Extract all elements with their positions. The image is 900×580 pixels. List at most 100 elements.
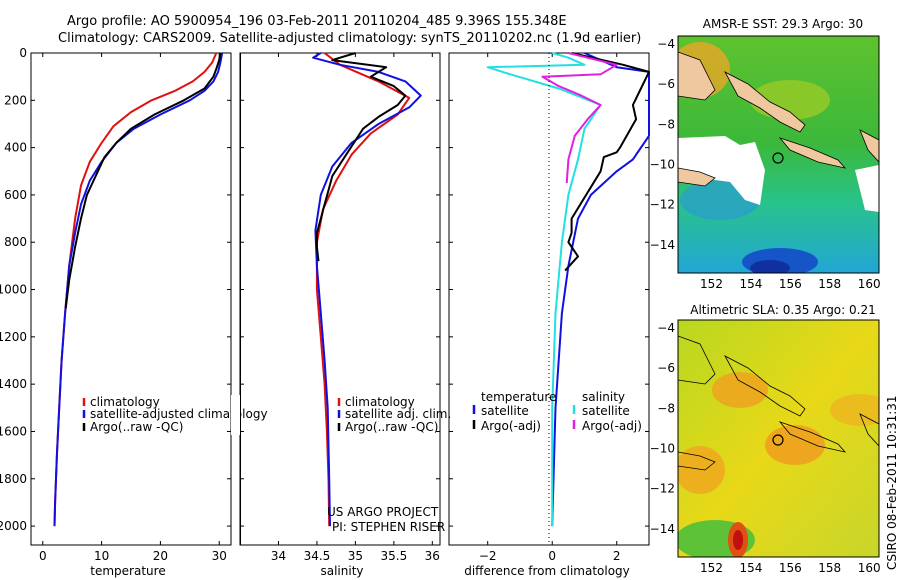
- legend-clip-mask: [231, 395, 241, 435]
- figure-title-line1: Argo profile: AO 5900954_196 03-Feb-2011…: [67, 14, 567, 29]
- temperature-xlabel: temperature: [90, 564, 165, 578]
- salinity-xlabel: salinity: [320, 564, 363, 578]
- sst-map-frame: [677, 35, 880, 274]
- temperature-legend: climatology satellite-adjusted climatolo…: [82, 395, 268, 434]
- y-tick-label: 1200: [0, 330, 27, 344]
- land-png-tip-outline: [678, 451, 716, 471]
- land-guadalcanal: [778, 137, 847, 169]
- map-y-tick-label: −12: [650, 198, 675, 212]
- series-line-salinity-satellite: [486, 52, 602, 527]
- map-y-tick-label: −6: [657, 77, 675, 91]
- sst-missing-data: [678, 136, 765, 205]
- land-new-guinea-outline: [678, 335, 716, 385]
- map-x-tick-label: 156: [779, 277, 802, 291]
- y-tick-label: 1400: [0, 377, 27, 391]
- map-y-tick-label: −6: [657, 361, 675, 375]
- land-bougainville: [724, 71, 806, 133]
- land-guadalcanal-outline: [778, 421, 847, 453]
- difference-xlabel: difference from climatology: [464, 564, 630, 578]
- y-tick-label: 1800: [0, 472, 27, 486]
- land-makira: [859, 129, 879, 163]
- y-tick-label: 0: [19, 46, 27, 60]
- sla-map-title: Altimetric SLA: 0.35 Argo: 0.21: [690, 303, 875, 317]
- argo-location-marker: [772, 434, 784, 446]
- map-y-tick-label: −8: [657, 117, 675, 131]
- map-y-tick-label: −10: [650, 442, 675, 456]
- sla-map-frame: [677, 319, 880, 558]
- map-y-tick-label: −14: [650, 522, 675, 536]
- sla-map-field: [678, 320, 879, 557]
- difference-axes: [448, 52, 650, 546]
- x-tick-label: 35: [348, 549, 363, 563]
- map-x-tick-label: 152: [700, 561, 723, 575]
- legend-label: climatology: [90, 395, 160, 409]
- map-x-tick-label: 160: [858, 277, 881, 291]
- temperature-axes: [30, 52, 232, 546]
- land-makira-outline: [859, 413, 879, 447]
- figure-title-line2: Climatology: CARS2009. Satellite-adjuste…: [58, 31, 641, 46]
- x-tick-label: 2: [613, 549, 621, 563]
- legend-label: satellite-adjusted climatology: [90, 407, 268, 421]
- series-line-satellite: [53, 52, 224, 527]
- difference-legend: temperature satellite Argo(-adj) salinit…: [472, 390, 642, 433]
- sst-cool-patch: [750, 260, 790, 273]
- map-y-tick-label: −8: [657, 401, 675, 415]
- sla-high-patch: [733, 530, 743, 550]
- map-x-tick-label: 154: [739, 277, 762, 291]
- map-x-tick-label: 152: [700, 277, 723, 291]
- legend-label: Argo(-adj): [582, 419, 642, 433]
- y-tick-label: 800: [4, 235, 27, 249]
- land-png-tip: [678, 167, 716, 187]
- series-line-temperature-satellite: [551, 52, 650, 527]
- credit-pi: PI: STEPHEN RISER: [332, 520, 445, 534]
- y-tick-label: 600: [4, 188, 27, 202]
- map-y-tick-label: −4: [657, 37, 675, 51]
- legend-label: satellite adj. clim.: [345, 407, 451, 421]
- csiro-stamp: CSIRO 08-Feb-2011 10:31:31: [885, 395, 899, 570]
- sst-map-field: [678, 36, 879, 273]
- land-new-guinea: [678, 51, 716, 101]
- salinity-axes: [239, 52, 441, 546]
- land-bougainville-outline: [724, 355, 806, 417]
- sst-missing-data: [855, 165, 879, 212]
- sla-high-patch: [712, 372, 768, 408]
- x-tick-label: 0: [39, 549, 47, 563]
- x-tick-label: 30: [212, 549, 227, 563]
- legend-label: Argo(..raw -QC): [345, 420, 438, 434]
- y-tick-label: 2000: [0, 519, 27, 533]
- x-tick-label: 10: [94, 549, 109, 563]
- legend-heading-temperature: temperature: [481, 390, 556, 404]
- map-x-tick-label: 156: [779, 561, 802, 575]
- sst-map-title: AMSR-E SST: 29.3 Argo: 30: [703, 17, 863, 31]
- legend-label: climatology: [345, 395, 415, 409]
- y-tick-label: 400: [4, 141, 27, 155]
- legend-label: Argo(-adj): [481, 419, 541, 433]
- legend-label: satellite: [582, 404, 630, 418]
- series-line-argo: [315, 52, 407, 262]
- salinity-axes-left-edge: [240, 53, 241, 545]
- y-tick-label: 1000: [0, 283, 27, 297]
- x-tick-label: 20: [153, 549, 168, 563]
- x-tick-label: 34: [271, 549, 286, 563]
- map-x-tick-label: 154: [739, 561, 762, 575]
- x-tick-label: 35.5: [380, 549, 407, 563]
- x-tick-label: 0: [548, 549, 556, 563]
- legend-label: satellite: [481, 404, 529, 418]
- argo-location-marker: [772, 152, 784, 164]
- sla-high-patch: [678, 446, 725, 494]
- series-line-climatology: [53, 52, 218, 527]
- map-x-tick-label: 158: [818, 561, 841, 575]
- map-x-tick-label: 158: [818, 277, 841, 291]
- map-y-tick-label: −4: [657, 321, 675, 335]
- series-line-salinity-argo-adj-: [541, 52, 618, 184]
- series-line-temperature-argo-adj-: [564, 52, 650, 272]
- map-y-tick-label: −14: [650, 238, 675, 252]
- legend-heading-salinity: salinity: [582, 390, 625, 404]
- y-tick-label: 200: [4, 93, 27, 107]
- series-line-argo: [64, 52, 222, 309]
- series-line-climatology: [315, 52, 411, 527]
- x-tick-label: −2: [479, 549, 497, 563]
- sla-high-patch: [830, 394, 879, 426]
- credit-project: US ARGO PROJECT: [327, 505, 439, 519]
